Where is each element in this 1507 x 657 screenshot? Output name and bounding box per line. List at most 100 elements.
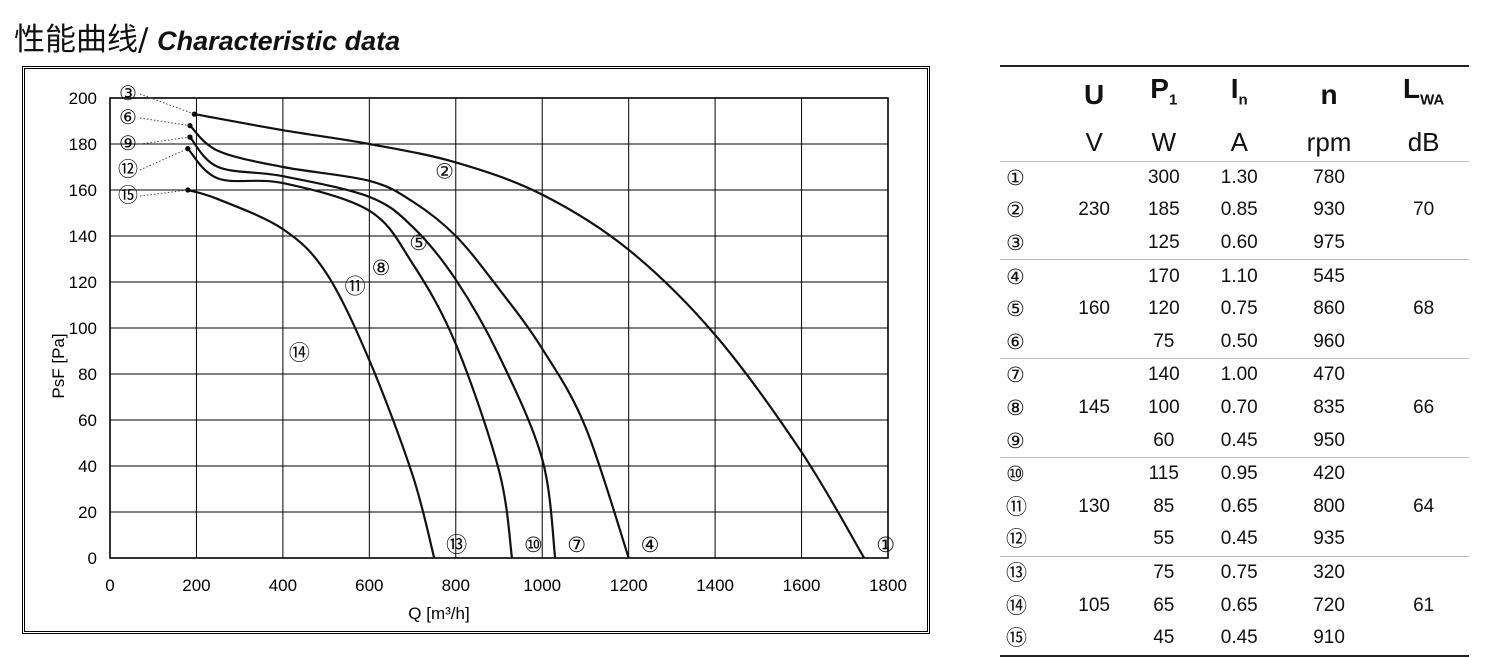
y-tick-label: 180 <box>69 135 97 154</box>
sound-level-cell: 68 <box>1413 298 1435 320</box>
speed-cell: 930 <box>1313 199 1345 221</box>
table-row: ③ 125 0.60 975 <box>1000 227 1469 260</box>
power-cell: 140 <box>1128 358 1199 392</box>
y-tick-label: 80 <box>78 365 97 384</box>
curve-callout-label: ⑧ <box>372 257 391 280</box>
column-unit: dB <box>1407 126 1440 157</box>
column-header-subscript: 1 <box>1168 91 1178 109</box>
table-row: ① 300 1.30 780 <box>1000 160 1469 195</box>
current-cell: 1.10 <box>1198 259 1280 293</box>
row-number: ⑭ <box>1006 593 1027 618</box>
column-unit: A <box>1230 126 1248 157</box>
power-cell: 100 <box>1147 397 1180 419</box>
page-title: 性能曲线/ Characteristic data <box>14 14 400 59</box>
table-row: ⑫ 55 0.45 935 <box>1000 523 1469 556</box>
x-tick-label: 600 <box>355 576 383 595</box>
y-axis-label: PsF [Pa] <box>49 333 68 398</box>
callout-leader <box>139 136 191 145</box>
power-cell: 75 <box>1153 330 1175 352</box>
speed-cell: 835 <box>1313 397 1345 419</box>
speed-cell: 720 <box>1313 594 1345 616</box>
x-tick-label: 200 <box>182 576 210 595</box>
start-callout-label: ⑨ <box>119 133 137 155</box>
series-end-label: ⑦ <box>567 534 586 557</box>
y-tick-label: 40 <box>78 457 97 476</box>
power-cell: 55 <box>1153 528 1175 550</box>
speed-cell: 780 <box>1279 160 1379 195</box>
voltage-cell <box>1059 160 1129 195</box>
column-header-subscript: WA <box>1420 91 1445 109</box>
x-tick-label: 1600 <box>783 576 821 595</box>
speed-cell: 320 <box>1279 555 1379 590</box>
current-cell: 0.65 <box>1220 495 1258 517</box>
row-number: ⑬ <box>1000 555 1060 590</box>
row-number: ⑪ <box>1006 494 1027 519</box>
column-unit: W <box>1151 126 1177 157</box>
row-number: ③ <box>1006 231 1025 256</box>
voltage-cell <box>1059 622 1129 656</box>
sound-level-cell: 66 <box>1413 397 1435 419</box>
voltage-cell <box>1059 456 1129 491</box>
series-start-marker <box>191 111 197 117</box>
voltage-cell: 160 <box>1078 298 1110 320</box>
table-row: ④ 170 1.10 545 <box>1000 259 1469 293</box>
sound-level-cell <box>1378 259 1469 293</box>
power-cell: 185 <box>1147 199 1180 221</box>
row-number: ⑦ <box>1000 358 1060 392</box>
callout-leader <box>139 117 191 127</box>
row-number: ⑩ <box>1000 456 1060 491</box>
x-tick-label: 400 <box>269 576 297 595</box>
current-cell: 0.65 <box>1220 594 1258 616</box>
series-end-label: ④ <box>641 534 660 557</box>
column-header-subscript: n <box>1238 91 1248 109</box>
title-english: Characteristic data <box>157 26 401 56</box>
power-cell: 300 <box>1128 160 1199 195</box>
power-cell: 45 <box>1153 627 1175 649</box>
table-row: ⑨ 60 0.45 950 <box>1000 424 1469 457</box>
power-cell: 65 <box>1153 594 1175 616</box>
speed-cell: 950 <box>1313 429 1345 451</box>
speed-cell: 420 <box>1279 456 1379 491</box>
sound-level-cell: 70 <box>1413 199 1435 221</box>
voltage-cell: 145 <box>1078 397 1110 419</box>
table-row: ⑮ 45 0.45 910 <box>1000 622 1469 656</box>
table-row: ⑪ 130 85 0.65 800 64 <box>1000 491 1469 524</box>
series-line <box>189 124 630 559</box>
power-cell: 170 <box>1128 259 1199 293</box>
series-end-label: ⑬ <box>446 534 467 557</box>
current-cell: 0.50 <box>1220 330 1258 352</box>
row-number: ⑨ <box>1006 428 1025 453</box>
table-row: ⑭ 105 65 0.65 720 61 <box>1000 589 1469 622</box>
x-tick-label: 1200 <box>610 576 648 595</box>
power-cell: 85 <box>1153 495 1175 517</box>
x-axis-label: Q [m³/h] <box>408 604 469 623</box>
speed-cell: 935 <box>1313 528 1345 550</box>
sound-level-cell <box>1378 622 1469 656</box>
row-number: ⑫ <box>1006 527 1027 552</box>
y-tick-label: 200 <box>69 89 97 108</box>
current-cell: 0.45 <box>1220 528 1258 550</box>
y-tick-label: 20 <box>78 503 97 522</box>
sound-level-cell: 61 <box>1413 594 1435 616</box>
column-header: P1 <box>1150 73 1178 109</box>
voltage-cell <box>1059 326 1129 359</box>
x-tick-label: 1400 <box>696 576 734 595</box>
header-blank <box>1000 66 1059 123</box>
table-header-row: U P1 In n LWA <box>1000 66 1469 123</box>
callout-leader <box>139 189 188 197</box>
row-number: ② <box>1006 198 1025 223</box>
sound-level-cell <box>1378 523 1469 556</box>
power-cell: 120 <box>1147 298 1180 320</box>
series-line <box>194 113 866 559</box>
sound-level-cell <box>1378 555 1469 590</box>
series-line <box>186 147 514 559</box>
characteristic-chart: 0 200 400 600 800 1000 1200 1400 1600 1800 0 20 40 60… <box>49 83 907 623</box>
column-unit: V <box>1085 126 1103 157</box>
speed-cell: 470 <box>1279 358 1379 392</box>
speed-cell: 910 <box>1313 627 1345 649</box>
y-tick-label: 120 <box>69 273 97 292</box>
column-header: n <box>1320 78 1338 110</box>
x-tick-label: 800 <box>442 576 470 595</box>
column-header: LWA <box>1402 73 1445 109</box>
voltage-cell <box>1059 523 1129 556</box>
